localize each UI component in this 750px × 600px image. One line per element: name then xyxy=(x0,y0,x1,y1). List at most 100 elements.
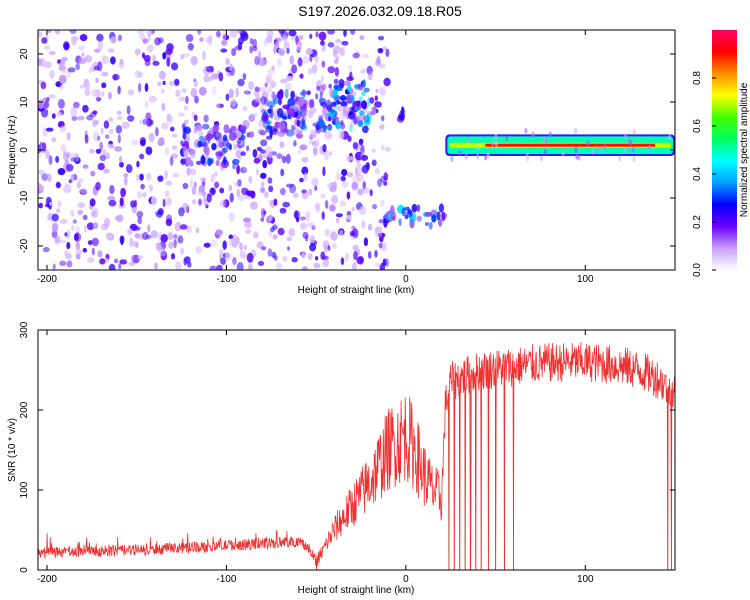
spectrogram-blob xyxy=(70,209,75,217)
spectrogram-blob xyxy=(47,173,52,182)
spectrogram-blob xyxy=(363,87,370,93)
spectrogram-blob xyxy=(186,167,192,176)
spectrogram-blob xyxy=(190,168,197,176)
spectrogram-blob xyxy=(89,112,97,118)
spectrogram-blob xyxy=(184,256,191,264)
spectrogram-blob xyxy=(484,154,488,161)
spectrogram-blob xyxy=(336,105,343,112)
spectrogram-blob xyxy=(74,232,82,243)
spectrogram-blob xyxy=(424,222,429,226)
spectrogram-blob xyxy=(320,75,324,83)
spectrogram-blob xyxy=(367,223,373,231)
spectrogram-blob xyxy=(382,258,387,267)
spectrogram-blob xyxy=(59,260,67,267)
spectrogram-blob xyxy=(128,261,135,267)
spectrogram-blob xyxy=(631,146,635,153)
spectrogram-blob xyxy=(346,172,354,178)
spectrogram-blob xyxy=(187,43,194,51)
spectrogram-blob xyxy=(79,34,88,42)
spectrogram-blob xyxy=(96,33,104,42)
spectrogram-blob xyxy=(99,154,107,161)
spectrogram-blob xyxy=(200,155,206,165)
spectrogram-blob xyxy=(91,237,99,247)
spectrogram-blob xyxy=(57,168,66,176)
spectrogram-blob xyxy=(92,119,100,125)
spectrogram-blob xyxy=(118,263,122,270)
spectrogram-blob xyxy=(101,223,109,231)
spectrogram-blob xyxy=(118,59,125,69)
spectrogram-blob xyxy=(139,33,146,41)
spectrogram-blob xyxy=(380,144,385,151)
spectrogram-blob xyxy=(328,151,333,156)
spectrogram-blob xyxy=(256,94,261,100)
spectrogram-blob xyxy=(183,126,191,135)
spectrogram-region xyxy=(180,122,247,169)
spectrogram-blob xyxy=(302,266,308,270)
spectrogram-blob xyxy=(210,187,216,195)
spectrogram-blob xyxy=(225,58,230,65)
spectrogram-blob xyxy=(38,169,45,176)
spectrogram-blob xyxy=(363,114,370,123)
spectrogram-blob xyxy=(218,141,225,148)
spectrogram-blob xyxy=(137,255,144,261)
spectrogram-blob xyxy=(79,188,88,194)
spectrogram-blob xyxy=(277,108,284,118)
spectrogram-blob xyxy=(315,31,319,38)
spectrogram-blob xyxy=(243,90,252,95)
spectrogram-blob xyxy=(340,100,348,107)
spectrogram-blob xyxy=(228,212,235,222)
spectrogram-blob xyxy=(341,40,349,46)
spectrogram-blob xyxy=(378,242,383,249)
spectrogram-blob xyxy=(494,133,498,140)
spectrogram-blob xyxy=(214,181,220,189)
spectrogram-blob xyxy=(366,110,372,116)
spectrogram-blob xyxy=(101,82,107,89)
spectrogram-blob xyxy=(137,191,142,199)
spectrogram-blob xyxy=(77,202,85,209)
spectrogram-blob xyxy=(101,71,109,77)
spectrogram-blob xyxy=(273,116,281,121)
spectrogram-blob xyxy=(145,112,152,121)
spectrogram-blob xyxy=(68,179,72,184)
spectrogram-blob xyxy=(243,244,248,251)
spectrogram-blob xyxy=(97,250,103,258)
spectrogram-blob xyxy=(216,264,223,270)
spectrogram-blob xyxy=(249,37,254,45)
spectrogram-blob xyxy=(282,255,288,262)
spectrogram-blob xyxy=(259,130,267,136)
spectrogram-blob xyxy=(202,123,210,130)
spectrogram-blob xyxy=(264,38,268,47)
spectrogram-blob xyxy=(309,235,316,243)
spectrogram-blob xyxy=(382,46,388,51)
spectrogram-blob xyxy=(225,93,230,101)
spectrogram-blob xyxy=(198,185,205,193)
spectrogram-blob xyxy=(332,243,337,249)
spectrogram-blob xyxy=(286,129,294,137)
colorbar-gradient xyxy=(712,30,737,270)
spectrogram-blob xyxy=(347,135,352,142)
spectrogram-blob xyxy=(59,239,67,244)
spectrogram-blob xyxy=(357,173,364,183)
spectrogram-band xyxy=(485,143,655,147)
spectrogram-blob xyxy=(324,131,333,140)
spectrogram-blob xyxy=(229,30,238,38)
spectrogram-blob xyxy=(93,222,99,230)
spectrogram-blob xyxy=(248,114,255,122)
spectrogram-blob xyxy=(61,56,68,62)
spectrogram-blob xyxy=(134,233,140,239)
spectrogram-blob xyxy=(321,46,326,52)
spectrogram-x-axis: -200 -100 0 100 xyxy=(37,30,594,285)
spectrogram-blob xyxy=(158,137,165,146)
spectrogram-blob xyxy=(379,86,386,96)
spectrogram-blob xyxy=(265,76,271,84)
spectrogram-blob xyxy=(252,38,257,49)
spectrogram-blob xyxy=(184,141,190,150)
spectrogram-blob xyxy=(113,258,119,264)
spectrogram-region xyxy=(315,79,372,134)
spectrogram-blob xyxy=(104,134,110,139)
spectrogram-blob xyxy=(624,147,628,154)
y-tick-label: 100 xyxy=(19,481,30,498)
spectrogram-blob xyxy=(171,145,178,151)
spectrogram-blob xyxy=(531,131,535,138)
spectrogram-blob xyxy=(100,127,104,135)
